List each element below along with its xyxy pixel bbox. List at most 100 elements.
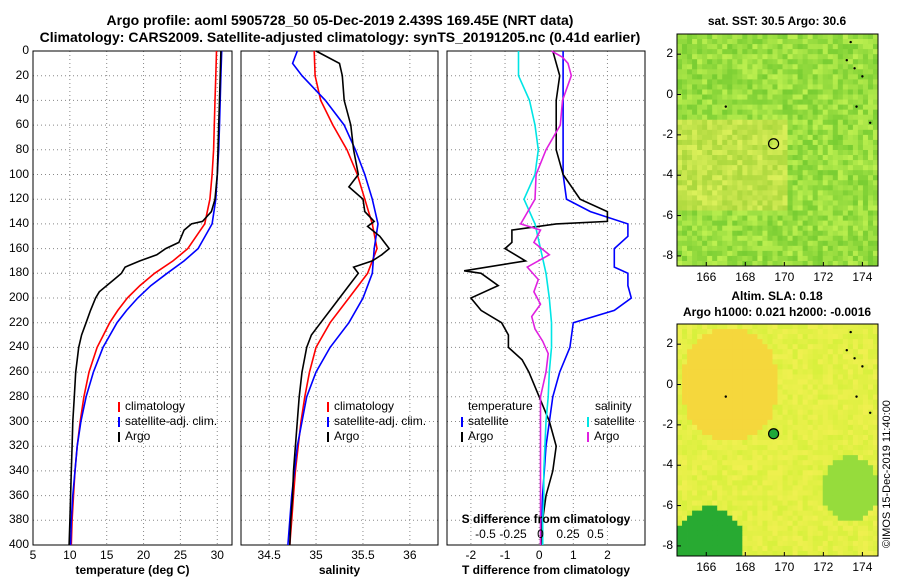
sla-cell — [732, 359, 738, 365]
sla-cell — [692, 535, 698, 542]
sst-cell — [732, 119, 738, 126]
sla-cell — [697, 545, 703, 552]
sla-cell — [702, 384, 708, 390]
sst-cell — [707, 235, 713, 242]
sla-cell — [737, 384, 743, 390]
sst-cell — [707, 129, 713, 136]
sst-cell — [682, 139, 688, 146]
sst-cell — [677, 260, 683, 267]
sst-cell — [747, 134, 753, 141]
sst-cell — [782, 155, 788, 161]
sla-cell — [822, 379, 829, 385]
sla-cell — [802, 339, 809, 345]
sla-cell — [832, 329, 839, 335]
imos-stamp: ©IMOS 15-Dec-2019 11:40:00 — [881, 400, 893, 548]
sla-cell — [752, 540, 758, 547]
sla-cell — [867, 349, 874, 355]
sst-cell — [717, 79, 723, 85]
sst-cell — [722, 160, 728, 166]
sla-cell — [787, 344, 793, 350]
sst-cell — [772, 74, 778, 80]
sla-cell — [802, 500, 809, 506]
sla-cell — [687, 525, 693, 532]
sst-cell — [687, 150, 693, 156]
sst-cell — [752, 129, 758, 136]
sla-cell — [787, 550, 793, 557]
sla-cell — [772, 419, 778, 426]
sst-cell — [807, 114, 814, 121]
temp-legend-label: satellite-adj. clim. — [125, 414, 218, 428]
sla-cell — [767, 419, 773, 426]
sla-cell — [772, 530, 778, 537]
sst-cell — [817, 170, 824, 176]
diff-legend-sal-label: Argo — [594, 429, 620, 443]
sla-cell — [762, 475, 768, 481]
temp-x-tick: 30 — [210, 548, 224, 562]
sla-cell — [847, 550, 854, 557]
sst-cell — [827, 89, 834, 95]
sla-cell — [827, 480, 834, 486]
sst-cell — [702, 240, 708, 247]
sst-cell — [757, 225, 763, 232]
sst-cell — [792, 225, 799, 232]
sla-cell — [697, 530, 703, 537]
sla-cell — [812, 535, 819, 542]
sst-cell — [747, 59, 753, 65]
sla-cell — [722, 429, 728, 436]
sla-cell — [752, 364, 758, 370]
sla-cell — [842, 379, 849, 385]
sla-cell — [742, 369, 748, 375]
sla-cell — [682, 329, 688, 335]
sla-cell — [757, 329, 763, 335]
sla-cell — [847, 500, 854, 506]
sla-cell — [682, 344, 688, 350]
sla-cell — [862, 545, 869, 552]
sla-cell — [742, 475, 748, 481]
sst-cell — [762, 34, 768, 40]
sla-cell — [727, 409, 733, 416]
sla-cell — [717, 389, 723, 396]
sst-cell — [767, 165, 773, 171]
sla-cell — [722, 525, 728, 532]
sst-cell — [842, 160, 849, 166]
sla-cell — [832, 334, 839, 340]
sla-cell — [742, 399, 748, 406]
sla-cell — [772, 480, 778, 486]
sst-cell — [772, 84, 778, 90]
sst-cell — [742, 250, 748, 257]
sst-cell — [857, 89, 864, 95]
sla-cell — [687, 359, 693, 365]
sla-cell — [782, 495, 788, 501]
temp-y-tick: 160 — [8, 240, 29, 255]
sst-cell — [817, 119, 824, 126]
sst-cell — [687, 250, 693, 257]
sla-cell — [872, 424, 879, 431]
sla-cell — [742, 520, 748, 527]
sst-cell — [842, 84, 849, 90]
sla-cell — [682, 515, 688, 522]
sla-cell — [792, 515, 799, 522]
sla-x-tick: 166 — [696, 560, 717, 574]
sst-cell — [732, 114, 738, 121]
sst-cell — [812, 129, 819, 136]
sla-cell — [747, 505, 753, 512]
sla-cell — [792, 540, 799, 547]
sst-cell — [737, 144, 743, 151]
sst-cell — [782, 134, 788, 141]
sst-cell — [852, 59, 859, 65]
sla-cell — [712, 525, 718, 532]
sla-cell — [682, 465, 688, 471]
sst-cell — [872, 245, 879, 252]
sst-cell — [867, 79, 874, 85]
sla-cell — [787, 404, 793, 411]
sla-cell — [837, 419, 844, 426]
sla-cell — [692, 550, 698, 557]
sla-cell — [792, 389, 799, 396]
sla-cell — [837, 495, 844, 501]
sst-cell — [747, 230, 753, 237]
sla-cell — [727, 339, 733, 345]
sla-cell — [822, 369, 829, 375]
sst-cell — [847, 34, 854, 40]
sla-cell — [807, 394, 814, 401]
sla-cell — [692, 384, 698, 390]
